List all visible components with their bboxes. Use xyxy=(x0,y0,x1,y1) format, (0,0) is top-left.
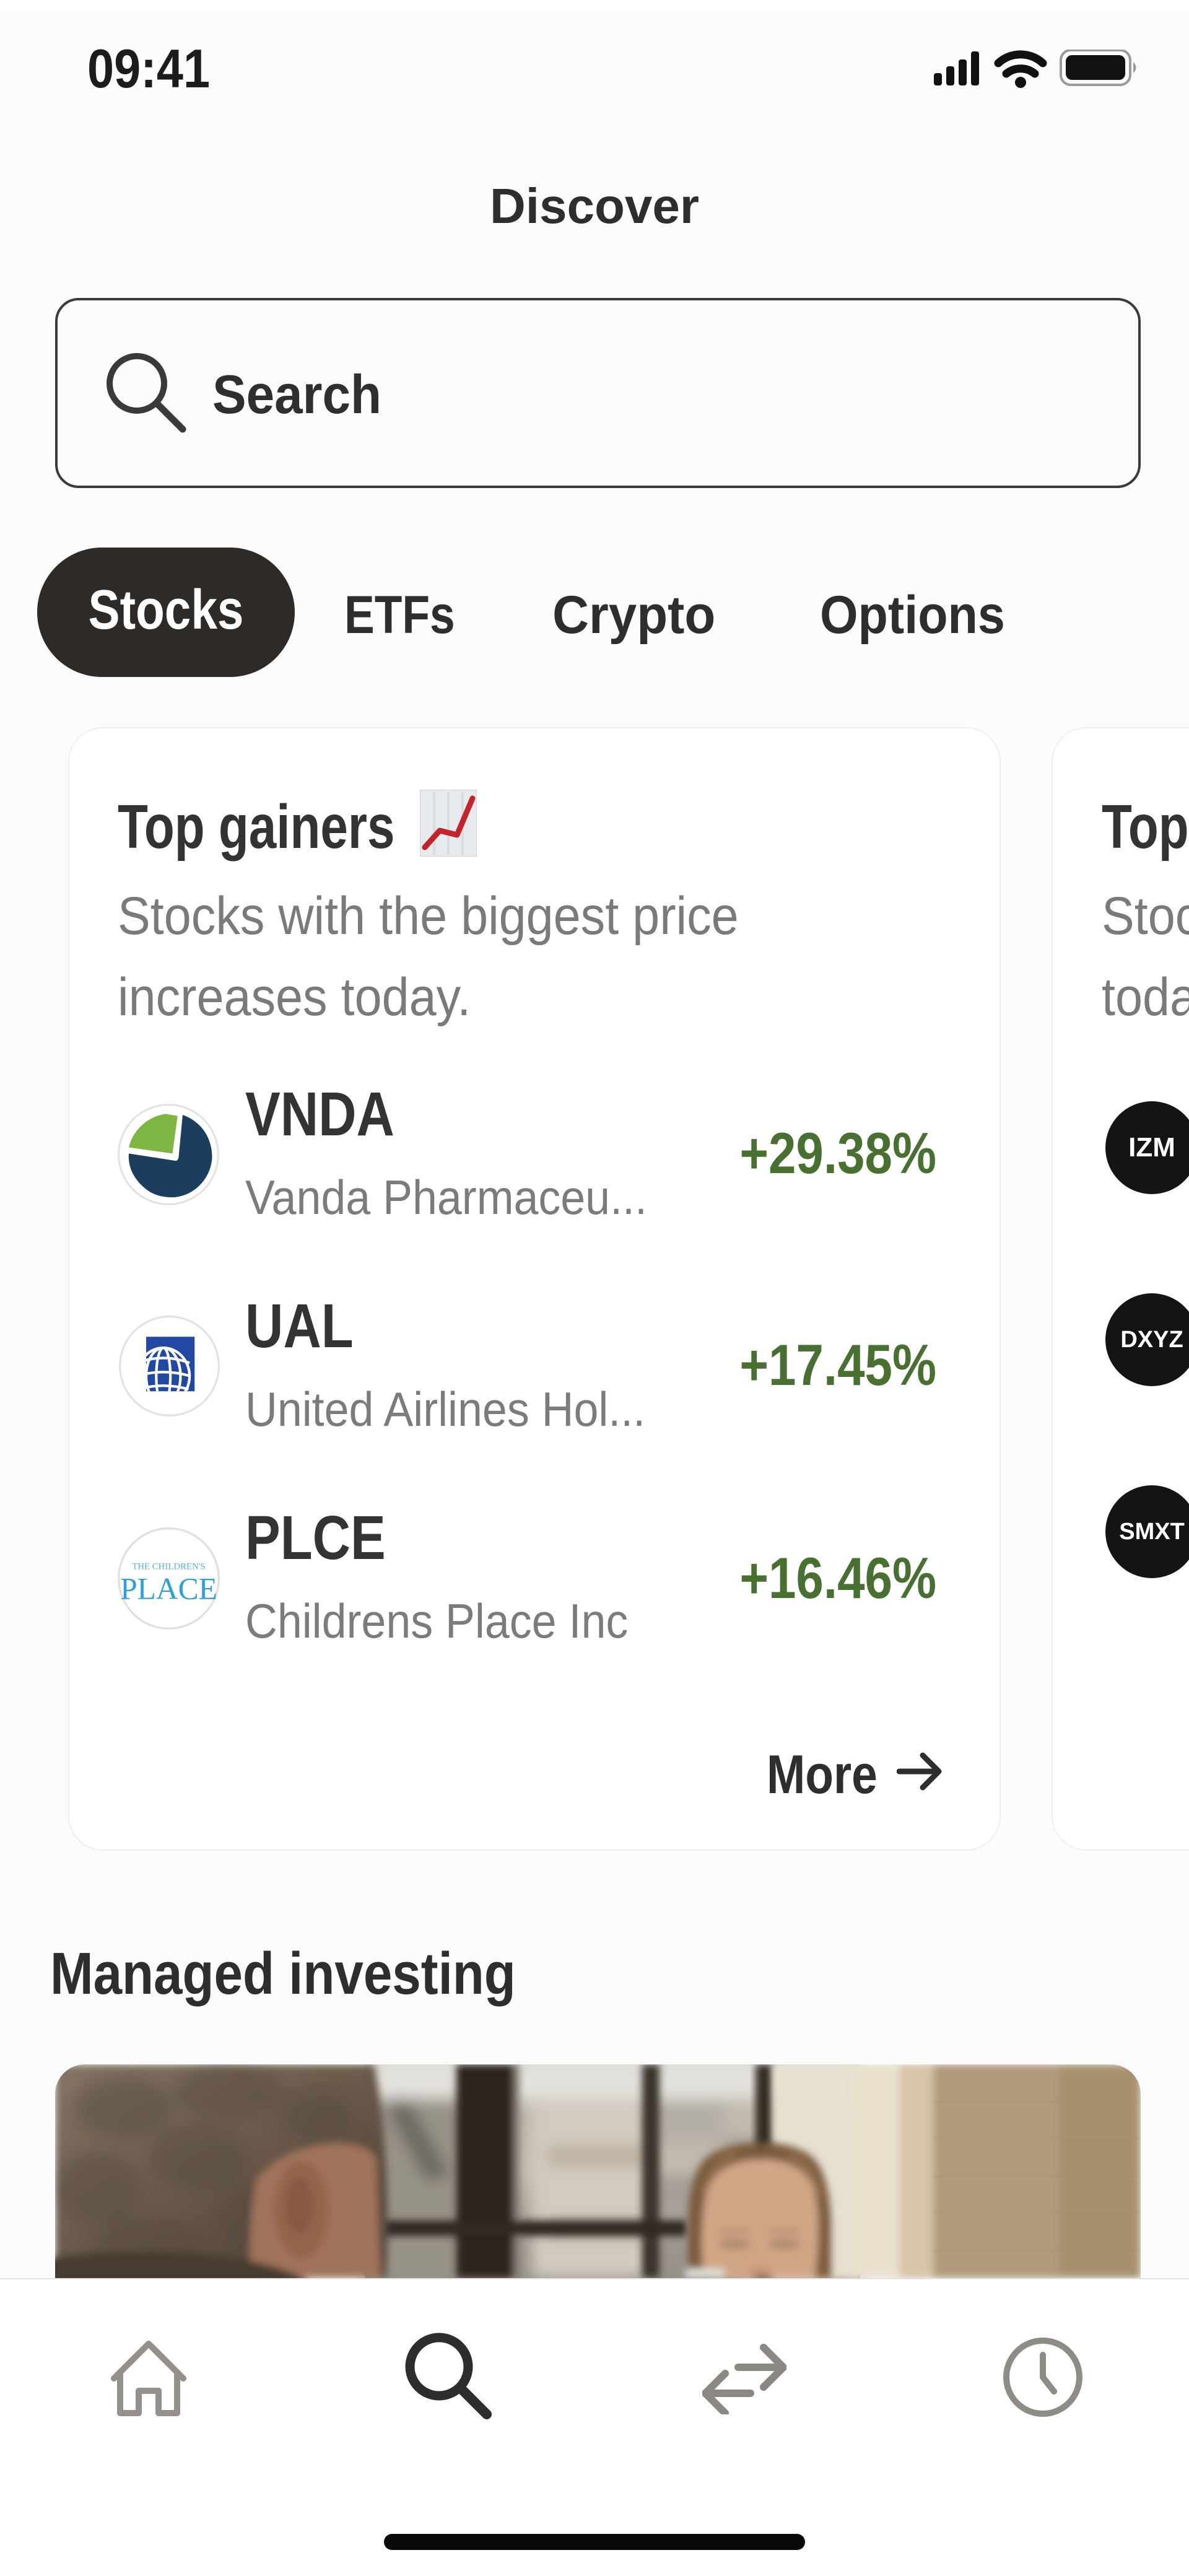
svg-text:PLACE: PLACE xyxy=(120,1572,217,1606)
svg-text:THE CHILDREN'S: THE CHILDREN'S xyxy=(132,1562,206,1572)
